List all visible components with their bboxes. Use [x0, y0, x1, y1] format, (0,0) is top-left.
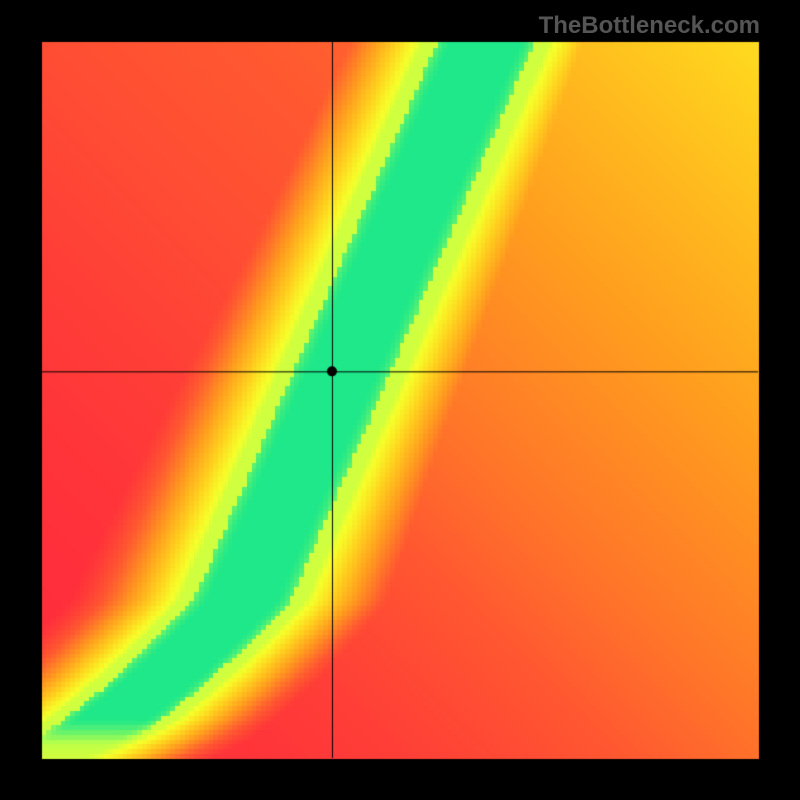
bottleneck-heatmap	[0, 0, 800, 800]
watermark-text: TheBottleneck.com	[539, 12, 760, 40]
